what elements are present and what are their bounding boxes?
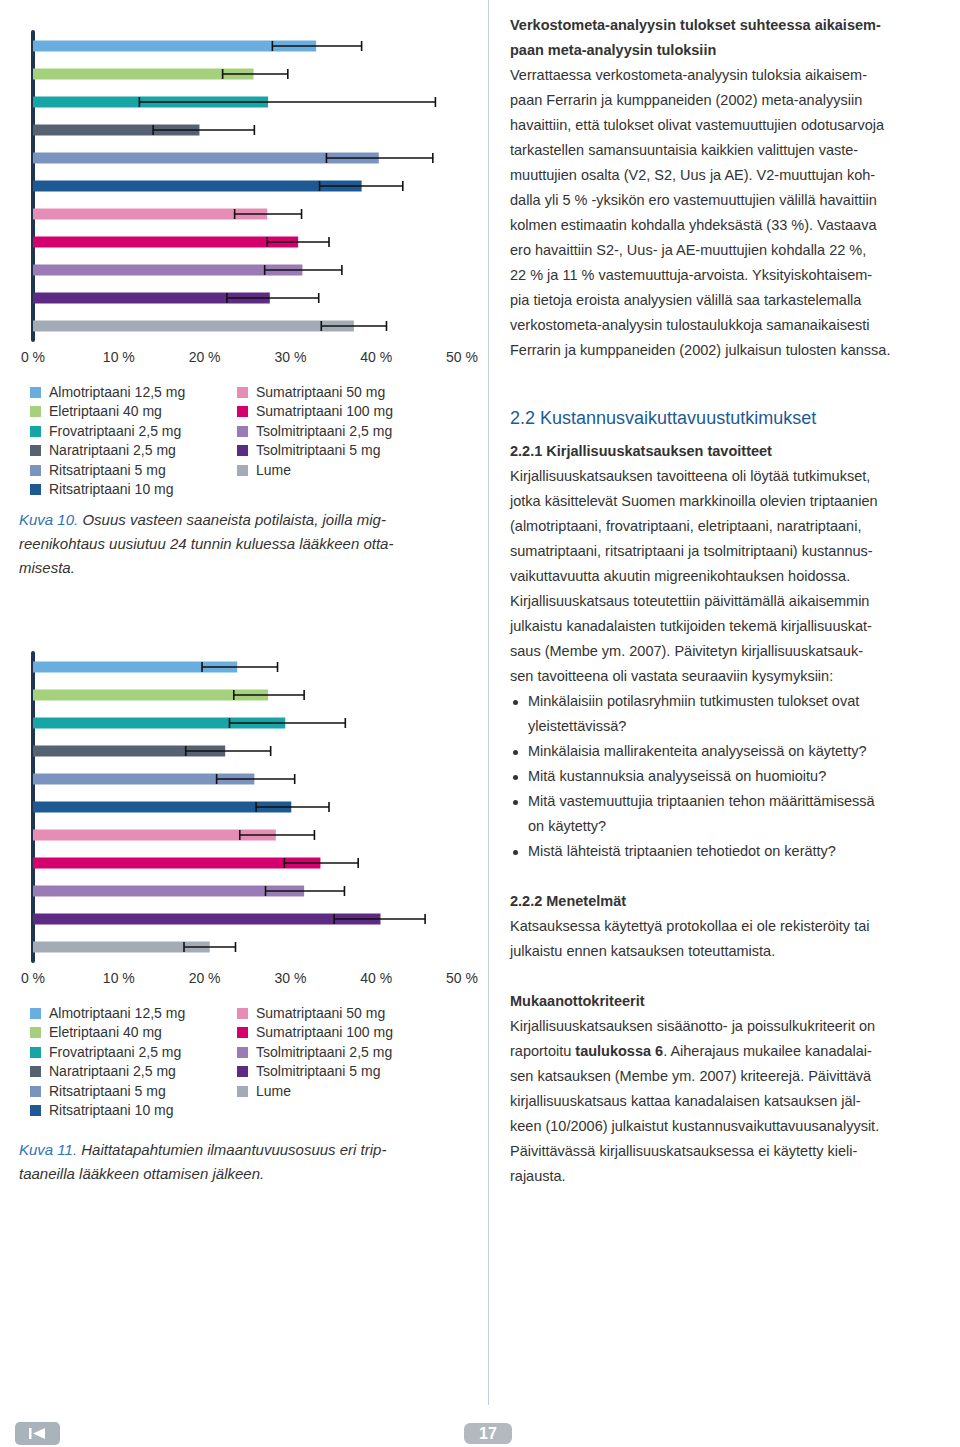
html-text:havaittiin, että tulokset oliv: havaittiin, että tulokset olivat vastemu…: [510, 116, 884, 133]
html-text:vaikuttavuutta akuutin migreen: vaikuttavuutta akuutin migreenikohtaukse…: [510, 567, 851, 584]
html-text:Naratriptaani 2,5 mg: Naratriptaani 2,5 mg: [49, 442, 176, 459]
html-text:Katsauksessa käytettyä protoko: Katsauksessa käytettyä protokollaa ei ol…: [510, 917, 870, 934]
html-text:sen katsauksen (Membe ym. 2007: sen katsauksen (Membe ym. 2007) kriteere…: [510, 1067, 872, 1084]
html-text:Mistä lähteistä triptaanien te: Mistä lähteistä triptaanien tehotiedot o…: [528, 842, 836, 859]
html-text:(almotriptaani, frovatriptaani: (almotriptaani, frovatriptaani, eletript…: [510, 517, 862, 534]
html-text:Mukaanottokriteerit: Mukaanottokriteerit: [510, 992, 645, 1009]
svg-text:40 %: 40 %: [360, 970, 392, 986]
html-text:tarkastellen samansuuntaisia k: tarkastellen samansuuntaisia kaikkien va…: [510, 141, 859, 158]
html-text:Tsolmitriptaani 5 mg: Tsolmitriptaani 5 mg: [256, 1063, 381, 1080]
html-text:pia tietoja eroista analyysien: pia tietoja eroista analyysien välillä s…: [510, 291, 862, 308]
html-text:Sumatriptaani 50 mg: Sumatriptaani 50 mg: [256, 384, 386, 400]
html-text:jotka käsittelevät Suomen mark: jotka käsittelevät Suomen markkinoilla o…: [510, 492, 878, 509]
html-text:Kirjallisuuskatsauksen tavoitt: Kirjallisuuskatsauksen tavoitteena oli l…: [510, 467, 871, 484]
html-text:Frovatriptaani 2,5 mg: Frovatriptaani 2,5 mg: [49, 422, 182, 439]
html-text:Eletriptaani 40 mg: Eletriptaani 40 mg: [49, 1024, 162, 1041]
html-text:Kirjallisuuskatsaus toteutetti: Kirjallisuuskatsaus toteutettiin päivitt…: [510, 592, 870, 609]
svg-text:30 %: 30 %: [274, 970, 306, 986]
html-text:Ritsatriptaani 5 mg: Ritsatriptaani 5 mg: [49, 461, 166, 478]
html-text:2.2 Kustannusvaikuttavuustutki: 2.2 Kustannusvaikuttavuustutkimukset: [510, 407, 817, 428]
svg-text:30 %: 30 %: [274, 349, 306, 365]
svg-text:20 %: 20 %: [189, 970, 221, 986]
html-text:Kuva 10. Osuus vasteen saaneis: Kuva 10. Osuus vasteen saaneista potilai…: [19, 511, 386, 528]
svg-text:10 %: 10 %: [103, 970, 135, 986]
html-text:Sumatriptaani 50 mg: Sumatriptaani 50 mg: [256, 1005, 386, 1021]
html-text:Sumatriptaani 100 mg: Sumatriptaani 100 mg: [256, 1024, 393, 1041]
svg-text:50 %: 50 %: [446, 349, 478, 365]
html-text:paan Ferrarin ja kumppaneiden: paan Ferrarin ja kumppaneiden (2002) met…: [510, 91, 863, 108]
html-text:2.2.2 Menetelmät: 2.2.2 Menetelmät: [510, 892, 627, 909]
html-text:sumatriptaani, ritsatriptaani: sumatriptaani, ritsatriptaani ja tsolmit…: [510, 542, 873, 559]
html-text:on käytetty?: on käytetty?: [528, 817, 607, 834]
html-text:2.2.1 Kirjallisuuskatsauksen t: 2.2.1 Kirjallisuuskatsauksen tavoitteet: [510, 442, 772, 459]
html-text:Verrattaessa verkostometa-anal: Verrattaessa verkostometa-analyysin tulo…: [510, 66, 867, 83]
html-text:22 % ja 11 % vastemuuttuja-arv: 22 % ja 11 % vastemuuttuja-arvoista. Yks…: [510, 266, 873, 283]
svg-text:20 %: 20 %: [189, 349, 221, 365]
html-text:17: 17: [479, 1425, 497, 1442]
html-text:Naratriptaani 2,5 mg: Naratriptaani 2,5 mg: [49, 1063, 176, 1080]
html-text:Verkostometa-analyysin tulokse: Verkostometa-analyysin tulokset suhteess…: [510, 16, 881, 33]
html-text:verkostometa-analyysin tulosta: verkostometa-analyysin tulostaulukkoja s…: [510, 316, 870, 333]
svg-text:0 %: 0 %: [21, 349, 45, 365]
html-text:julkaistu kanadalaisten tutkij: julkaistu kanadalaisten tutkijoiden teke…: [510, 617, 872, 634]
html-text:Lume: Lume: [256, 1082, 291, 1099]
html-text:ero havaittiin S2-, Uus- ja AE: ero havaittiin S2-, Uus- ja AE-muuttujie…: [510, 241, 867, 258]
html-text:Ritsatriptaani 10 mg: Ritsatriptaani 10 mg: [49, 1102, 174, 1118]
html-text:Mitä vastemuuttujia triptaanie: Mitä vastemuuttujia triptaanien tehon mä…: [528, 792, 875, 809]
html-text:Kuva 11. Haittatapahtumien ilm: Kuva 11. Haittatapahtumien ilmaantuvuuso…: [19, 1141, 387, 1158]
html-text:julkaistu ennen katsauksen tot: julkaistu ennen katsauksen toteuttamista…: [510, 942, 776, 959]
html-text:kirjallisuuskatsaus kattaa kan: kirjallisuuskatsaus kattaa kanadalaisen …: [510, 1092, 861, 1109]
html-text:raportoitu taulukossa 6. Aiher: raportoitu taulukossa 6. Aiherajaus muka…: [510, 1042, 872, 1059]
html-text:reenikohtaus uusiutuu 24 tunni: reenikohtaus uusiutuu 24 tunnin kuluessa…: [19, 535, 394, 552]
html-text:sen tavoitteena oli vastata se: sen tavoitteena oli vastata seuraaviin k…: [510, 667, 834, 684]
html-text:keen (10/2006) julkaistut kust: keen (10/2006) julkaistut kustannusvaiku…: [510, 1117, 880, 1134]
html-text:saus (Membe ym. 2007). Päivite: saus (Membe ym. 2007). Päivitetyn kirjal…: [510, 642, 863, 659]
html-text:Minkälaisia mallirakenteita an: Minkälaisia mallirakenteita analyyseissä…: [528, 742, 867, 759]
html-text:Almotriptaani 12,5 mg: Almotriptaani 12,5 mg: [49, 1005, 186, 1021]
html-text:Ritsatriptaani 5 mg: Ritsatriptaani 5 mg: [49, 1082, 166, 1099]
html-text:Mitä kustannuksia analyyseissä: Mitä kustannuksia analyyseissä on huomio…: [528, 767, 827, 784]
html-text:Lume: Lume: [256, 461, 291, 478]
html-text:paan meta-analyysin tuloksiin: paan meta-analyysin tuloksiin: [510, 41, 717, 58]
html-text:Frovatriptaani 2,5 mg: Frovatriptaani 2,5 mg: [49, 1043, 182, 1060]
svg-text:10 %: 10 %: [103, 349, 135, 365]
html-text:Ferrarin ja kumppaneiden (2002: Ferrarin ja kumppaneiden (2002) julkaisu…: [510, 341, 891, 358]
html-text:Tsolmitriptaani 2,5 mg: Tsolmitriptaani 2,5 mg: [256, 422, 393, 439]
html-text:Tsolmitriptaani 2,5 mg: Tsolmitriptaani 2,5 mg: [256, 1043, 393, 1060]
svg-text:0 %: 0 %: [21, 970, 45, 986]
html-text:muuttujien osalta (V2, S2, Uus: muuttujien osalta (V2, S2, Uus ja AE). V…: [510, 166, 876, 183]
html-text:Tsolmitriptaani 5 mg: Tsolmitriptaani 5 mg: [256, 442, 381, 459]
svg-text:50 %: 50 %: [446, 970, 478, 986]
html-text:Sumatriptaani 100 mg: Sumatriptaani 100 mg: [256, 403, 393, 420]
html-text:yleistettävissä?: yleistettävissä?: [528, 717, 627, 734]
html-text:Almotriptaani 12,5 mg: Almotriptaani 12,5 mg: [49, 384, 186, 400]
html-text:misesta.: misesta.: [19, 559, 75, 576]
html-text:Ritsatriptaani 10 mg: Ritsatriptaani 10 mg: [49, 481, 174, 497]
html-text:Päivittävässä kirjallisuuskats: Päivittävässä kirjallisuuskatsauksessa e…: [510, 1142, 858, 1159]
html-text:rajausta.: rajausta.: [510, 1167, 566, 1184]
html-text:Kirjallisuuskatsauksen sisääno: Kirjallisuuskatsauksen sisäänotto- ja po…: [510, 1017, 876, 1034]
html-text:taaneilla lääkkeen ottamisen j: taaneilla lääkkeen ottamisen jälkeen.: [19, 1165, 265, 1182]
html-text:kolmen estimaatin kohdalla yhd: kolmen estimaatin kohdalla yhdeksästä (3…: [510, 216, 877, 233]
html-text:Minkälaisiin potilasryhmiin tu: Minkälaisiin potilasryhmiin tutkimusten …: [528, 692, 860, 709]
html-text:dalla yli 5 % -yksikön ero vas: dalla yli 5 % -yksikön ero vastemuuttuji…: [510, 191, 877, 208]
html-text:Eletriptaani 40 mg: Eletriptaani 40 mg: [49, 403, 162, 420]
svg-text:40 %: 40 %: [360, 349, 392, 365]
